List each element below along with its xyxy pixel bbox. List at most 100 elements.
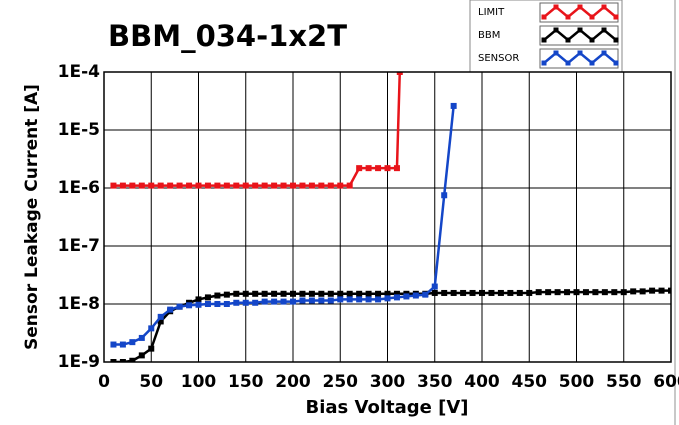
data-point bbox=[441, 192, 448, 199]
data-point bbox=[346, 290, 353, 297]
data-point bbox=[337, 182, 344, 189]
data-point bbox=[186, 302, 193, 309]
legend-label: SENSOR bbox=[478, 53, 519, 64]
data-point bbox=[195, 296, 202, 303]
data-point bbox=[176, 182, 183, 189]
data-point bbox=[393, 290, 400, 297]
data-point bbox=[167, 306, 174, 313]
x-tick-label: 250 bbox=[323, 372, 359, 392]
legend-swatch-marker bbox=[541, 37, 547, 43]
data-point bbox=[403, 293, 410, 300]
data-point bbox=[233, 182, 240, 189]
data-point bbox=[375, 165, 382, 172]
legend-swatch-marker bbox=[613, 14, 619, 20]
data-point bbox=[129, 339, 136, 346]
data-point bbox=[412, 292, 419, 299]
data-point bbox=[384, 295, 391, 302]
data-point bbox=[450, 102, 457, 109]
data-point bbox=[337, 296, 344, 303]
y-tick-label: 1E-8 bbox=[58, 294, 100, 314]
data-point bbox=[271, 298, 278, 305]
data-point bbox=[488, 289, 495, 296]
data-point bbox=[119, 182, 126, 189]
legend-swatch-marker bbox=[601, 4, 607, 10]
legend-swatch-marker bbox=[565, 60, 571, 66]
data-point bbox=[252, 290, 259, 297]
plot-area bbox=[110, 72, 671, 362]
legend-swatch-marker bbox=[589, 37, 595, 43]
data-point bbox=[148, 345, 155, 352]
data-point bbox=[318, 297, 325, 304]
x-tick-label: 100 bbox=[181, 372, 217, 392]
data-point bbox=[356, 165, 363, 172]
y-tick-label: 1E-5 bbox=[58, 120, 100, 140]
legend-swatch-box bbox=[539, 25, 619, 46]
data-point bbox=[129, 182, 136, 189]
data-point bbox=[384, 165, 391, 172]
y-tick-label: 1E-6 bbox=[58, 178, 100, 198]
data-point bbox=[299, 297, 306, 304]
data-point bbox=[214, 292, 221, 299]
data-point bbox=[176, 303, 183, 310]
data-point bbox=[223, 301, 230, 307]
data-point bbox=[110, 359, 117, 362]
data-point bbox=[365, 296, 372, 303]
data-point bbox=[214, 182, 221, 189]
data-point bbox=[167, 182, 174, 189]
data-point bbox=[308, 290, 315, 297]
data-point bbox=[620, 289, 627, 296]
data-point bbox=[327, 297, 334, 304]
data-point bbox=[507, 289, 514, 296]
data-point bbox=[290, 290, 296, 297]
y-tick-label: 1E-7 bbox=[58, 236, 100, 256]
y-tick-label: 1E-4 bbox=[58, 62, 100, 82]
data-point bbox=[516, 289, 523, 296]
data-point bbox=[308, 297, 315, 304]
data-point bbox=[261, 290, 268, 297]
x-tick-label: 500 bbox=[559, 372, 595, 392]
data-point bbox=[573, 289, 580, 296]
legend-label: LIMIT bbox=[478, 7, 505, 18]
x-tick-label: 400 bbox=[464, 372, 500, 392]
data-point bbox=[110, 182, 117, 189]
legend: LIMIT BBM SENSOR bbox=[478, 2, 619, 69]
x-axis-label: Bias Voltage [V] bbox=[306, 397, 469, 418]
data-point bbox=[252, 182, 259, 189]
legend-swatch-marker bbox=[553, 50, 559, 56]
data-point bbox=[233, 290, 240, 297]
data-point bbox=[148, 182, 155, 189]
legend-swatch-marker bbox=[541, 14, 547, 20]
data-point bbox=[186, 182, 193, 189]
data-point bbox=[564, 289, 571, 296]
data-point bbox=[526, 289, 533, 296]
data-point bbox=[393, 165, 400, 172]
data-point bbox=[204, 301, 211, 307]
data-point bbox=[327, 290, 334, 297]
x-tick-label: 350 bbox=[417, 372, 453, 392]
data-point bbox=[545, 289, 552, 296]
data-point bbox=[157, 313, 164, 320]
data-point bbox=[535, 289, 542, 296]
data-point bbox=[422, 291, 429, 298]
data-point bbox=[148, 325, 155, 332]
data-point bbox=[327, 182, 334, 189]
data-point bbox=[592, 289, 599, 296]
data-point bbox=[280, 298, 287, 305]
x-tick-label: 450 bbox=[512, 372, 548, 392]
data-point bbox=[214, 301, 221, 307]
data-point bbox=[138, 352, 145, 359]
data-point bbox=[365, 290, 372, 297]
data-point bbox=[346, 182, 353, 189]
legend-swatch-marker bbox=[589, 60, 595, 66]
legend-swatch-marker bbox=[577, 4, 583, 10]
data-point bbox=[479, 289, 485, 296]
legend-swatch-marker bbox=[601, 27, 607, 33]
data-point bbox=[242, 299, 249, 306]
data-point bbox=[119, 359, 126, 362]
data-point bbox=[204, 294, 211, 301]
data-point bbox=[393, 294, 400, 301]
data-point bbox=[649, 287, 656, 294]
y-tick-label: 1E-9 bbox=[58, 352, 100, 372]
data-point bbox=[110, 341, 117, 348]
